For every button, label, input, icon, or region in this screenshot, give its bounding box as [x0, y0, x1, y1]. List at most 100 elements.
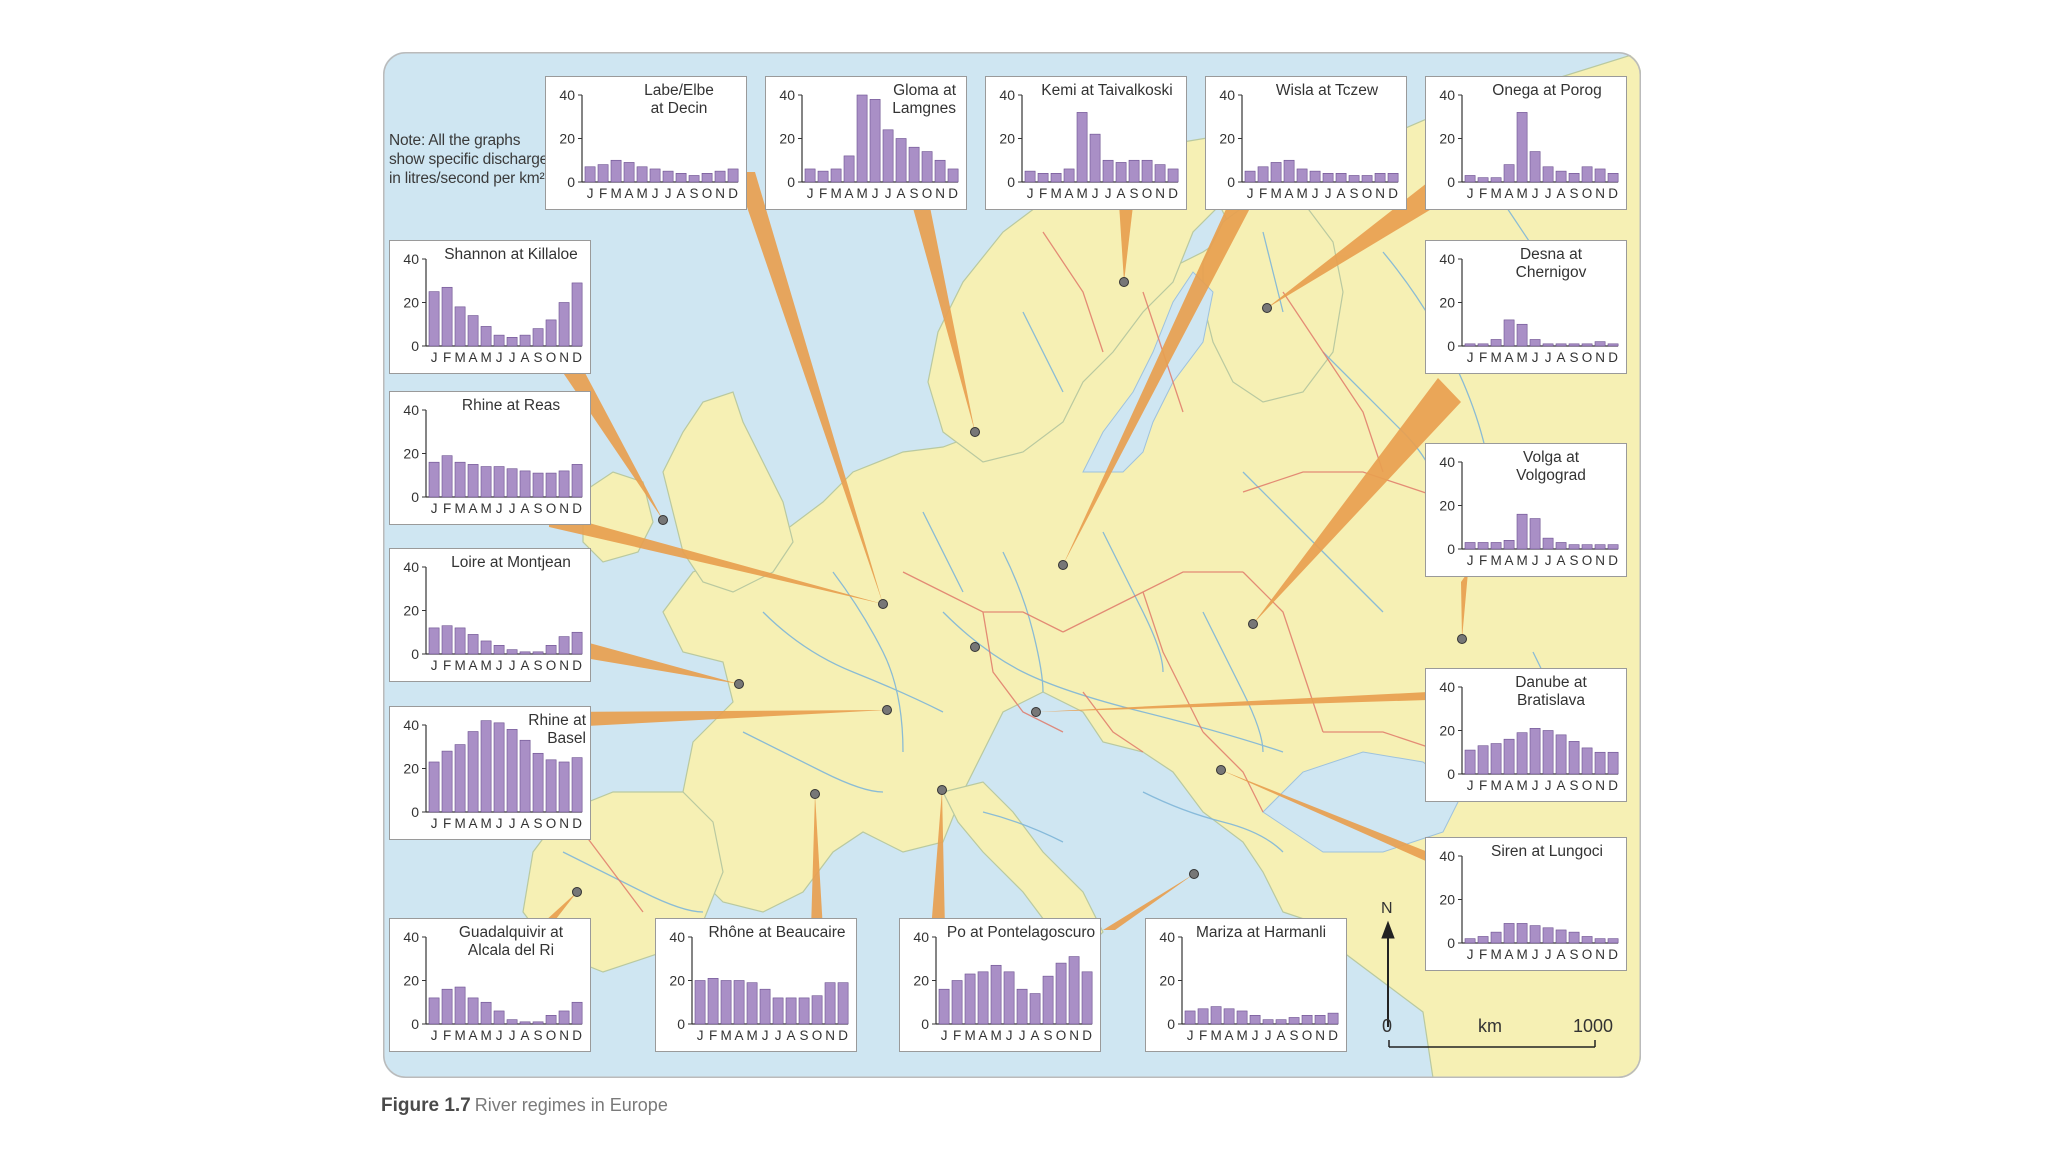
month-label: S — [910, 186, 919, 201]
y-tick-label: 40 — [1439, 87, 1455, 103]
discharge-bar — [843, 155, 855, 183]
month-label: M — [480, 350, 491, 365]
month-label: A — [677, 186, 686, 201]
river-chart: 40 20 0 J F M A M J J A S O N D Shannon at Killaloe — [389, 240, 591, 374]
month-label: M — [1516, 947, 1527, 962]
month-label: A — [1557, 947, 1566, 962]
discharge-bar — [1568, 544, 1580, 550]
note-text: Note: All the graphs show specific disch… — [389, 132, 549, 187]
river-chart-title: Gloma at Lamgnes — [892, 82, 956, 117]
y-tick-label: 20 — [1219, 131, 1235, 147]
month-label: D — [1608, 778, 1618, 793]
discharge-bar — [1184, 1010, 1196, 1025]
discharge-bar — [1283, 159, 1295, 183]
y-tick-label: 0 — [1447, 541, 1455, 557]
month-label: N — [559, 501, 569, 516]
discharge-bar — [545, 1015, 557, 1025]
month-label: F — [1479, 778, 1487, 793]
month-label: M — [480, 816, 491, 831]
discharge-bar — [1387, 173, 1399, 183]
month-label: J — [1019, 1028, 1026, 1043]
month-label: A — [469, 1028, 478, 1043]
discharge-bar — [1490, 542, 1502, 550]
discharge-bar — [707, 978, 719, 1025]
y-tick-label: 40 — [779, 87, 795, 103]
y-tick-label: 40 — [669, 929, 685, 945]
month-label: A — [469, 501, 478, 516]
y-tick-label: 40 — [1219, 87, 1235, 103]
discharge-bar — [532, 472, 544, 498]
month-label: F — [443, 350, 451, 365]
month-label: F — [1479, 350, 1487, 365]
discharge-bar — [1236, 1010, 1248, 1025]
month-label: N — [825, 1028, 835, 1043]
month-label: J — [1532, 947, 1539, 962]
month-label: N — [1595, 778, 1605, 793]
month-label: J — [1532, 778, 1539, 793]
month-label: F — [1039, 186, 1047, 201]
month-label: J — [1027, 186, 1034, 201]
month-label: A — [897, 186, 906, 201]
month-label: D — [1608, 186, 1618, 201]
month-label: N — [559, 1028, 569, 1043]
river-chart-title: Rhine at Basel — [528, 712, 586, 747]
river-chart-title: Rhône at Beaucaire — [708, 924, 846, 941]
discharge-bar — [1516, 732, 1528, 775]
month-label: D — [1608, 553, 1618, 568]
month-label: J — [1545, 778, 1552, 793]
y-tick-label: 40 — [403, 251, 419, 267]
discharge-bar — [610, 159, 622, 183]
river-chart: 40 20 0 J F M A M J J A S O N D Danube at Bratislava — [1425, 668, 1627, 802]
discharge-bar — [1581, 544, 1593, 550]
river-chart: 40 20 0 J F M A M J J A S O N D Loire at Montjean — [389, 548, 591, 682]
discharge-bar — [1529, 518, 1541, 550]
month-label: F — [1199, 1028, 1207, 1043]
month-label: M — [480, 501, 491, 516]
discharge-bar — [1503, 540, 1515, 550]
river-chart: 40 20 0 J F M A M J J A S O N D Volga at Volgograd — [1425, 443, 1627, 577]
month-label: N — [715, 186, 725, 201]
discharge-bar — [1029, 993, 1041, 1025]
discharge-bar — [1003, 971, 1015, 1025]
discharge-bar — [1464, 749, 1476, 775]
discharge-bar — [558, 1010, 570, 1025]
discharge-bar — [1516, 923, 1528, 944]
discharge-bar — [1568, 343, 1580, 347]
month-label: S — [534, 350, 543, 365]
month-label: N — [1155, 186, 1165, 201]
discharge-bar — [1542, 343, 1554, 347]
month-label: J — [1247, 186, 1254, 201]
scale-max-label: 1000 — [1573, 1016, 1614, 1036]
month-label: D — [572, 1028, 582, 1043]
month-label: J — [1006, 1028, 1013, 1043]
discharge-bar — [746, 982, 758, 1025]
month-label: A — [521, 1028, 530, 1043]
y-tick-label: 0 — [411, 489, 419, 505]
month-label: M — [454, 1028, 465, 1043]
discharge-bar — [1607, 544, 1619, 550]
river-chart: 40 20 0 J F M A M J J A S O N D Rhône at Beaucaire — [655, 918, 857, 1052]
discharge-bar — [506, 468, 518, 498]
river-chart: 40 20 0 J F M A M J J A S O N D Mariza at Harmanli — [1145, 918, 1347, 1052]
month-label: J — [587, 186, 594, 201]
discharge-bar — [1607, 751, 1619, 775]
discharge-bar — [1594, 938, 1606, 944]
y-tick-label: 0 — [1007, 174, 1015, 190]
y-tick-label: 0 — [1447, 935, 1455, 951]
discharge-bar — [428, 627, 440, 655]
discharge-bar — [1490, 931, 1502, 944]
discharge-bar — [441, 750, 453, 813]
month-label: A — [735, 1028, 744, 1043]
month-label: M — [1490, 350, 1501, 365]
discharge-bar — [1128, 159, 1140, 183]
month-label: M — [856, 186, 867, 201]
discharge-bar — [727, 168, 739, 183]
discharge-bar — [1167, 168, 1179, 183]
month-label: O — [812, 1028, 823, 1043]
discharge-bar — [1490, 177, 1502, 183]
month-label: A — [1505, 778, 1514, 793]
